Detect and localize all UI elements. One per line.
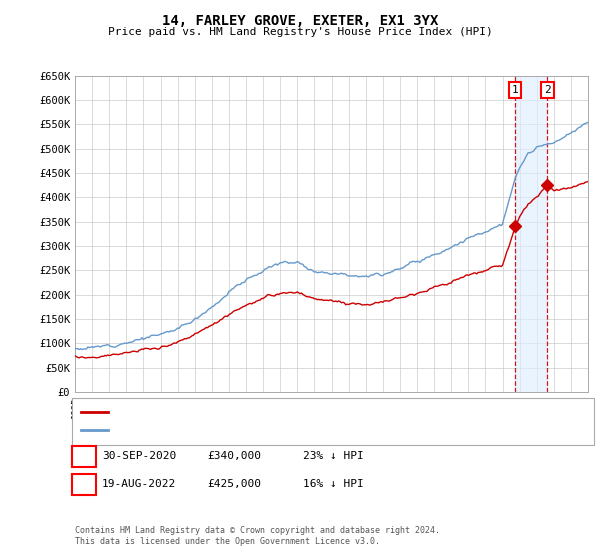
Text: £340,000: £340,000 xyxy=(207,451,261,461)
Text: 2: 2 xyxy=(80,479,88,489)
Text: 2: 2 xyxy=(544,85,551,95)
Text: £425,000: £425,000 xyxy=(207,479,261,489)
Text: Contains HM Land Registry data © Crown copyright and database right 2024.
This d: Contains HM Land Registry data © Crown c… xyxy=(75,526,440,546)
Text: HPI: Average price, detached house, East Devon: HPI: Average price, detached house, East… xyxy=(113,424,383,435)
Text: 14, FARLEY GROVE, EXETER, EX1 3YX (detached house): 14, FARLEY GROVE, EXETER, EX1 3YX (detac… xyxy=(113,407,407,417)
Text: 1: 1 xyxy=(80,451,88,461)
Bar xyxy=(515,76,547,392)
Text: 23% ↓ HPI: 23% ↓ HPI xyxy=(303,451,364,461)
Text: 16% ↓ HPI: 16% ↓ HPI xyxy=(303,479,364,489)
Text: 1: 1 xyxy=(512,85,519,95)
Text: Price paid vs. HM Land Registry's House Price Index (HPI): Price paid vs. HM Land Registry's House … xyxy=(107,27,493,37)
Text: 30-SEP-2020: 30-SEP-2020 xyxy=(102,451,176,461)
Text: 14, FARLEY GROVE, EXETER, EX1 3YX: 14, FARLEY GROVE, EXETER, EX1 3YX xyxy=(162,14,438,28)
Text: 19-AUG-2022: 19-AUG-2022 xyxy=(102,479,176,489)
